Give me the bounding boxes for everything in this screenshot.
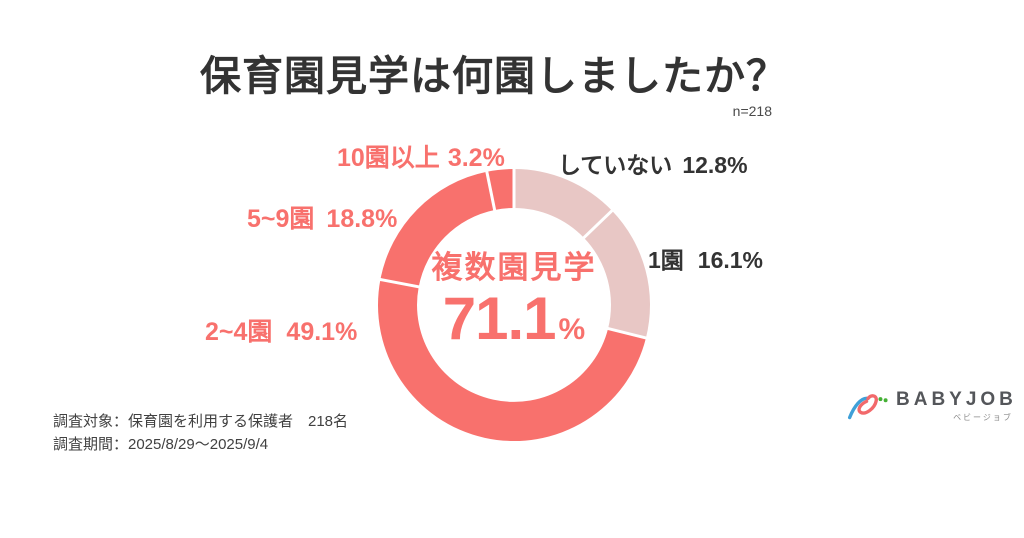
page-title: 保育園見学は何園しましたか？ — [200, 53, 788, 99]
logo-kana-text: ベビージョブ — [953, 412, 1013, 422]
callout-2-4en-label: 2~4園 — [205, 318, 273, 346]
center-value-row: 71.1% — [364, 289, 664, 349]
callout-5-9en: 5~9園 18.8% — [247, 204, 397, 234]
survey-period-line: 調査期間：2025/8/29〜2025/9/4 — [53, 436, 269, 453]
callout-1en-label: 1園 — [648, 247, 684, 273]
donut-segment-divider — [605, 326, 649, 340]
callout-1en-value: 16.1% — [697, 247, 764, 273]
callout-shiteinai: していない 12.8% — [558, 152, 748, 180]
sample-size-label: n=218 — [732, 103, 772, 119]
donut-center-label: 複数園見学 71.1% — [364, 252, 664, 349]
callout-2-4en: 2~4園 49.1% — [205, 317, 357, 347]
callout-2-4en-value: 49.1% — [286, 318, 358, 346]
logo-brand-text: BABYJOB — [896, 389, 1017, 411]
center-value: 71.1 — [442, 285, 557, 352]
callout-shiteinai-label: していない — [558, 152, 673, 178]
callout-5-9en-value: 18.8% — [326, 205, 398, 233]
callout-shiteinai-value: 12.8% — [682, 152, 748, 178]
callout-10en-ijou: 10園以上 3.2% — [337, 143, 505, 173]
donut-segment-2 — [378, 279, 646, 442]
callout-10en-ijou-label: 10園以上 — [337, 144, 440, 172]
survey-notes: 調査対象：保育園を利用する保護者 218名 調査期間：2025/8/29〜202… — [53, 410, 348, 456]
babyjob-logo: BABYJOB ベビージョブ — [846, 389, 1017, 423]
center-category-label: 複数園見学 — [431, 250, 597, 285]
logo-text: BABYJOB ベビージョブ — [896, 389, 1017, 423]
donut-segment-divider — [484, 169, 497, 213]
donut-segment-0 — [514, 169, 612, 238]
donut-segment-3 — [380, 171, 495, 287]
donut-chart — [378, 167, 651, 442]
donut-segment-divider — [378, 277, 421, 289]
donut-segment-1 — [583, 210, 651, 338]
center-unit: % — [558, 313, 586, 346]
babyjob-swoosh-icon — [847, 394, 888, 420]
callout-10en-ijou-value: 3.2% — [447, 144, 505, 172]
callout-5-9en-label: 5~9園 — [247, 205, 315, 233]
survey-target-line: 調査対象：保育園を利用する保護者 218名 — [53, 413, 349, 430]
callout-1en: 1園 16.1% — [648, 247, 763, 275]
donut-segment-divider — [581, 208, 615, 241]
